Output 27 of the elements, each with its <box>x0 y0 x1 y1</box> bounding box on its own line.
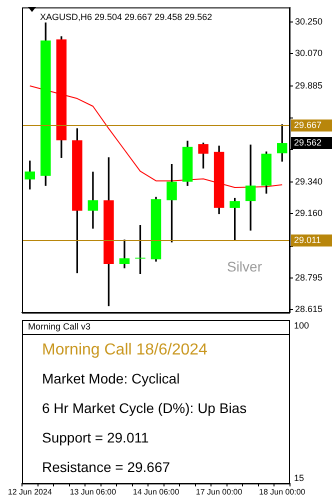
category-label: 18 Jun 00:00 <box>258 487 306 496</box>
candlestick <box>88 172 98 229</box>
text: XAGUSD,H6 29.504 29.667 29.458 29.562 <box>40 12 212 22</box>
y-tick-label: 29.160 <box>295 208 323 218</box>
category-label: 17 Jun 00:00 <box>196 487 243 496</box>
y-tick-label: 29.340 <box>295 176 323 187</box>
text: Market Mode: Cyclical <box>42 370 180 386</box>
y-tick-label: 30.250 <box>295 16 323 26</box>
category-label: 13 Jun 06:00 <box>70 487 117 496</box>
text: Support = 29.011 <box>42 429 149 446</box>
y-tick-label: 29.885 <box>295 80 323 91</box>
category-label: 14 Jun 06:00 <box>132 487 180 496</box>
y-tick-label: 28.795 <box>295 272 323 282</box>
text: 6 Hr Market Cycle (D%): Up Bias <box>42 400 247 416</box>
text: 15 <box>294 472 304 483</box>
annotation: Silver <box>226 258 262 274</box>
text: 29.562 <box>294 138 322 148</box>
ref-line-label: 29.011 <box>294 234 321 245</box>
text: 100 <box>294 320 310 330</box>
text: Morning Call v3 <box>28 321 91 332</box>
candlestick <box>119 240 130 268</box>
text: Resistance = 29.667 <box>42 458 170 475</box>
category-label: 12 Jun 2024 <box>8 487 52 496</box>
y-tick-label: 30.070 <box>295 48 323 58</box>
ref-line-label: 29.667 <box>294 120 322 130</box>
y-tick-label: 28.615 <box>295 304 323 314</box>
text: Morning Call 18/6/2024 <box>42 341 208 358</box>
